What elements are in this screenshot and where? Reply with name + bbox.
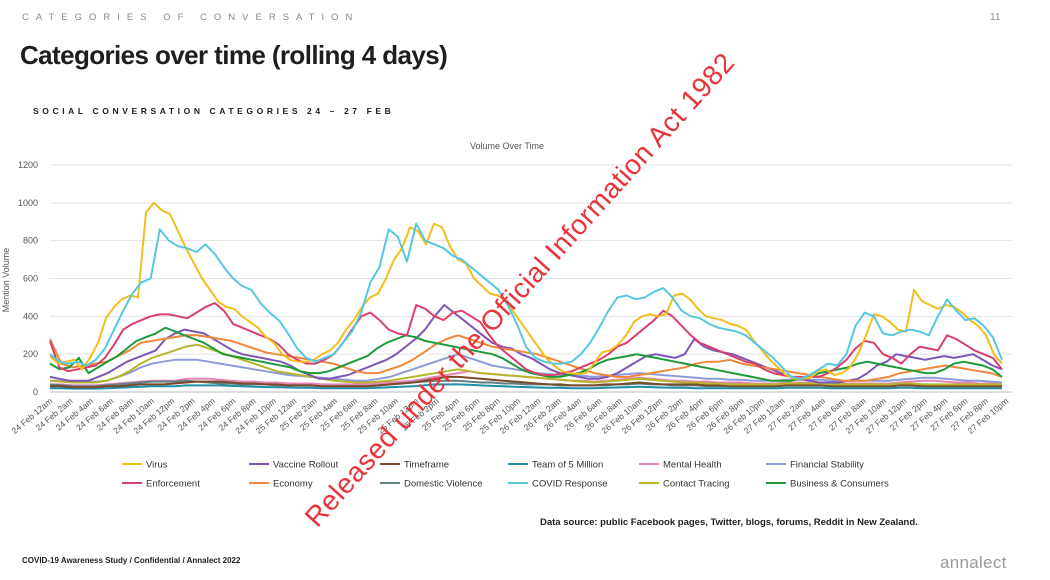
y-axis-ticks: 0 200 400 600 800 1000 1200: [18, 160, 38, 397]
legend-label: COVID Response: [532, 479, 608, 490]
legend-label: Economy: [273, 479, 313, 490]
gridlines: [50, 164, 1012, 393]
series-line-virus: [49, 201, 1003, 380]
legend-label: Mental Health: [663, 460, 722, 471]
y-tick-label: 800: [23, 236, 38, 246]
y-tick-label: 600: [23, 274, 38, 284]
footer-confidential: COVID-19 Awareness Study / Confidential …: [22, 556, 241, 565]
y-tick-label: 400: [23, 311, 38, 321]
series-line-covid-response: [49, 222, 1003, 380]
legend-label: Domestic Violence: [404, 479, 483, 490]
legend-label: Financial Stability: [790, 460, 864, 471]
page-number: 11: [990, 12, 1001, 23]
legend-label: Timeframe: [404, 460, 449, 471]
y-tick-label: 0: [33, 387, 38, 397]
section-eyebrow: CATEGORIES OF CONVERSATION: [22, 12, 360, 23]
legend-label: Team of 5 Million: [532, 460, 603, 471]
y-tick-label: 1200: [18, 160, 38, 170]
legend-label: Contact Tracing: [663, 479, 730, 490]
legend-label: Enforcement: [146, 479, 200, 490]
legend-label: Virus: [146, 460, 168, 471]
legend-label: Vaccine Rollout: [273, 460, 339, 471]
y-tick-label: 1000: [18, 198, 38, 208]
series-line-economy: [49, 334, 1003, 382]
chart-section-subtitle: SOCIAL CONVERSATION CATEGORIES 24 – 27 F…: [33, 106, 395, 116]
legend: Virus Vaccine Rollout Timeframe Team of 5 M…: [122, 460, 889, 490]
brand-logo: annalect: [940, 553, 1007, 572]
legend-label: Business & Consumers: [790, 479, 889, 490]
series-line-team-of-5-million: [50, 383, 1002, 390]
series-lines: [49, 201, 1003, 390]
y-tick-label: 200: [23, 349, 38, 359]
series-line-business-consumers: [49, 326, 1003, 382]
chart-title: Volume Over Time: [470, 141, 544, 151]
page-title: Categories over time (rolling 4 days): [20, 40, 448, 70]
data-source-note: Data source: public Facebook pages, Twit…: [540, 517, 918, 528]
y-axis-label: Mention Volume: [1, 248, 11, 313]
series-line-enforcement: [49, 302, 1003, 378]
series-line-contact-tracing: [49, 343, 1002, 386]
series-line-timeframe: [50, 375, 1002, 389]
